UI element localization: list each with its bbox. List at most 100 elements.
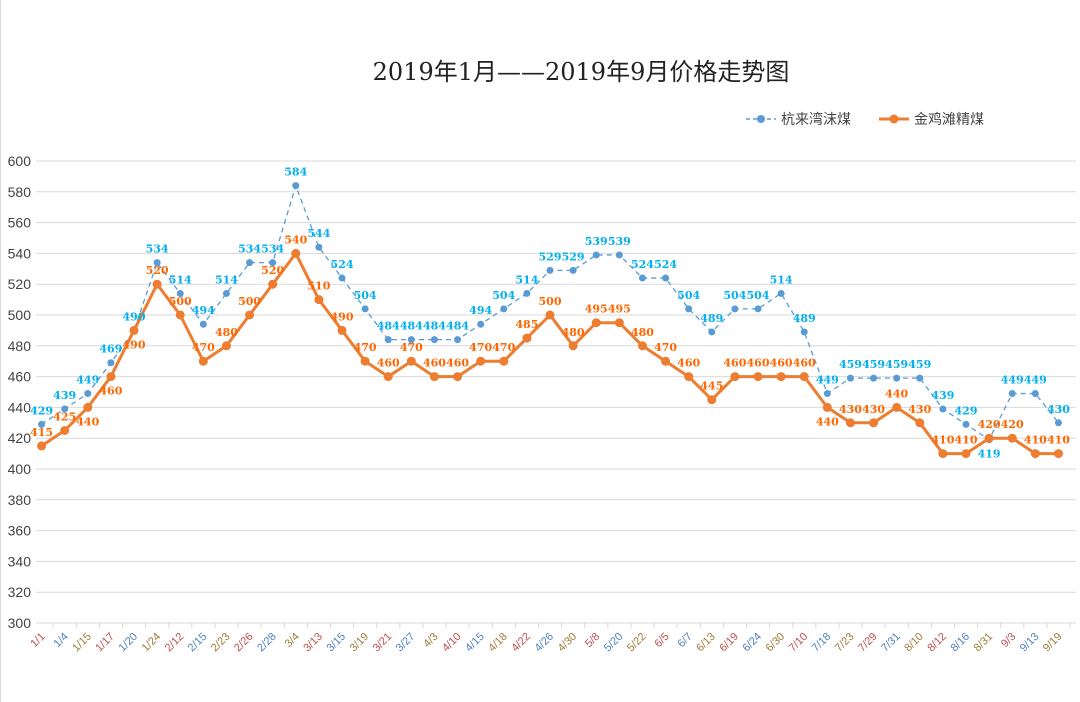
data-label-series-1: 490 <box>123 310 146 323</box>
data-label-series-2: 440 <box>76 415 99 428</box>
data-point-series-2 <box>753 372 763 382</box>
data-label-series-1: 484 <box>446 320 469 333</box>
x-tick-label: 7/23 <box>833 631 857 655</box>
x-tick-label: 6/7 <box>675 631 694 650</box>
data-label-series-1: 489 <box>700 312 723 325</box>
data-label-series-2: 460 <box>747 357 770 370</box>
data-label-series-1: 514 <box>169 273 192 286</box>
legend-marker-series-1 <box>757 115 765 123</box>
data-label-series-2: 410 <box>955 434 978 447</box>
y-tick-label: 600 <box>8 153 32 169</box>
data-label-series-2: 470 <box>469 341 492 354</box>
data-label-series-1: 529 <box>562 250 585 263</box>
data-point-series-2 <box>106 372 116 382</box>
data-point-series-2 <box>314 295 324 305</box>
data-point-series-2 <box>707 395 717 405</box>
data-label-series-2: 460 <box>677 357 700 370</box>
data-point-series-1 <box>430 336 438 344</box>
data-point-series-2 <box>915 418 925 428</box>
x-tick-label: 1/20 <box>116 631 140 655</box>
data-label-series-2: 410 <box>1047 434 1070 447</box>
x-tick-label: 2/23 <box>209 631 233 655</box>
data-label-series-2: 480 <box>215 326 238 339</box>
data-point-series-2 <box>221 341 231 351</box>
data-point-series-1 <box>615 251 623 259</box>
data-point-series-2 <box>637 341 647 351</box>
data-point-series-2 <box>175 310 185 320</box>
x-tick-label: 6/30 <box>764 631 788 655</box>
data-point-series-2 <box>360 356 370 366</box>
data-label-series-1: 529 <box>539 250 562 263</box>
y-tick-label: 340 <box>8 553 32 569</box>
chart-title: 2019年1月——2019年9月价格走势图 <box>373 58 790 86</box>
data-label-series-1: 484 <box>400 320 423 333</box>
data-label-series-2: 460 <box>793 357 816 370</box>
data-label-series-1: 459 <box>885 358 908 371</box>
data-label-series-1: 489 <box>793 312 816 325</box>
data-label-series-1: 449 <box>816 374 839 387</box>
data-label-series-1: 524 <box>331 258 354 271</box>
data-point-series-1 <box>269 259 277 267</box>
data-point-series-1 <box>338 274 346 282</box>
data-label-series-1: 514 <box>515 273 538 286</box>
data-label-series-1: 430 <box>1047 403 1070 416</box>
x-tick-label: 6/13 <box>694 631 718 655</box>
data-point-series-2 <box>198 356 208 366</box>
data-label-series-2: 440 <box>816 415 839 428</box>
legend-label-series-1: 杭来湾沫煤 <box>781 111 851 127</box>
data-label-series-1: 524 <box>631 258 654 271</box>
data-point-series-2 <box>822 402 832 412</box>
data-label-series-2: 460 <box>99 385 122 398</box>
data-label-series-1: 494 <box>469 304 492 317</box>
data-point-series-2 <box>337 325 347 335</box>
data-label-series-2: 470 <box>654 341 677 354</box>
x-tick-label: 6/5 <box>652 631 671 650</box>
data-label-series-2: 460 <box>723 357 746 370</box>
data-label-series-1: 524 <box>654 258 677 271</box>
x-tick-label: 3/19 <box>348 631 372 655</box>
y-tick-label: 320 <box>8 584 32 600</box>
data-point-series-2 <box>429 372 439 382</box>
data-point-series-1 <box>199 320 207 328</box>
x-tick-label: 1/15 <box>70 631 94 655</box>
data-label-series-1: 484 <box>377 320 400 333</box>
x-tick-label: 7/18 <box>810 631 834 655</box>
data-label-series-2: 445 <box>700 380 723 393</box>
y-tick-label: 520 <box>8 276 32 292</box>
x-tick-label: 3/4 <box>283 631 302 650</box>
data-label-series-2: 430 <box>862 403 885 416</box>
x-tick-label: 6/24 <box>740 631 764 655</box>
x-tick-label: 7/10 <box>787 631 811 655</box>
data-point-series-2 <box>869 418 879 428</box>
data-label-series-1: 484 <box>423 320 446 333</box>
data-point-series-2 <box>845 418 855 428</box>
x-tick-label: 4/26 <box>532 631 556 655</box>
data-point-series-1 <box>800 328 808 336</box>
y-tick-label: 560 <box>8 215 32 231</box>
data-label-series-2: 500 <box>169 295 192 308</box>
legend-marker-series-2 <box>889 114 899 124</box>
y-tick-label: 400 <box>8 461 32 477</box>
data-label-series-1: 544 <box>307 227 330 240</box>
x-tick-label: 2/26 <box>232 631 256 655</box>
data-point-series-2 <box>591 318 601 328</box>
data-label-series-2: 500 <box>539 295 562 308</box>
data-label-series-1: 439 <box>931 389 954 402</box>
data-point-series-1 <box>384 336 392 344</box>
x-tick-label: 4/18 <box>486 631 510 655</box>
x-tick-label: 1/4 <box>51 631 70 650</box>
data-label-series-2: 430 <box>839 403 862 416</box>
y-tick-label: 580 <box>8 184 32 200</box>
data-label-series-1: 469 <box>99 343 122 356</box>
x-tick-label: 7/31 <box>879 631 903 655</box>
data-point-series-2 <box>476 356 486 366</box>
data-point-series-1 <box>361 305 369 313</box>
data-label-series-2: 470 <box>192 341 215 354</box>
data-label-series-1: 459 <box>839 358 862 371</box>
data-point-series-1 <box>731 305 739 313</box>
data-point-series-1 <box>754 305 762 313</box>
data-point-series-1 <box>962 420 970 428</box>
data-point-series-2 <box>684 372 694 382</box>
data-point-series-2 <box>268 279 278 289</box>
data-label-series-2: 495 <box>585 303 608 316</box>
